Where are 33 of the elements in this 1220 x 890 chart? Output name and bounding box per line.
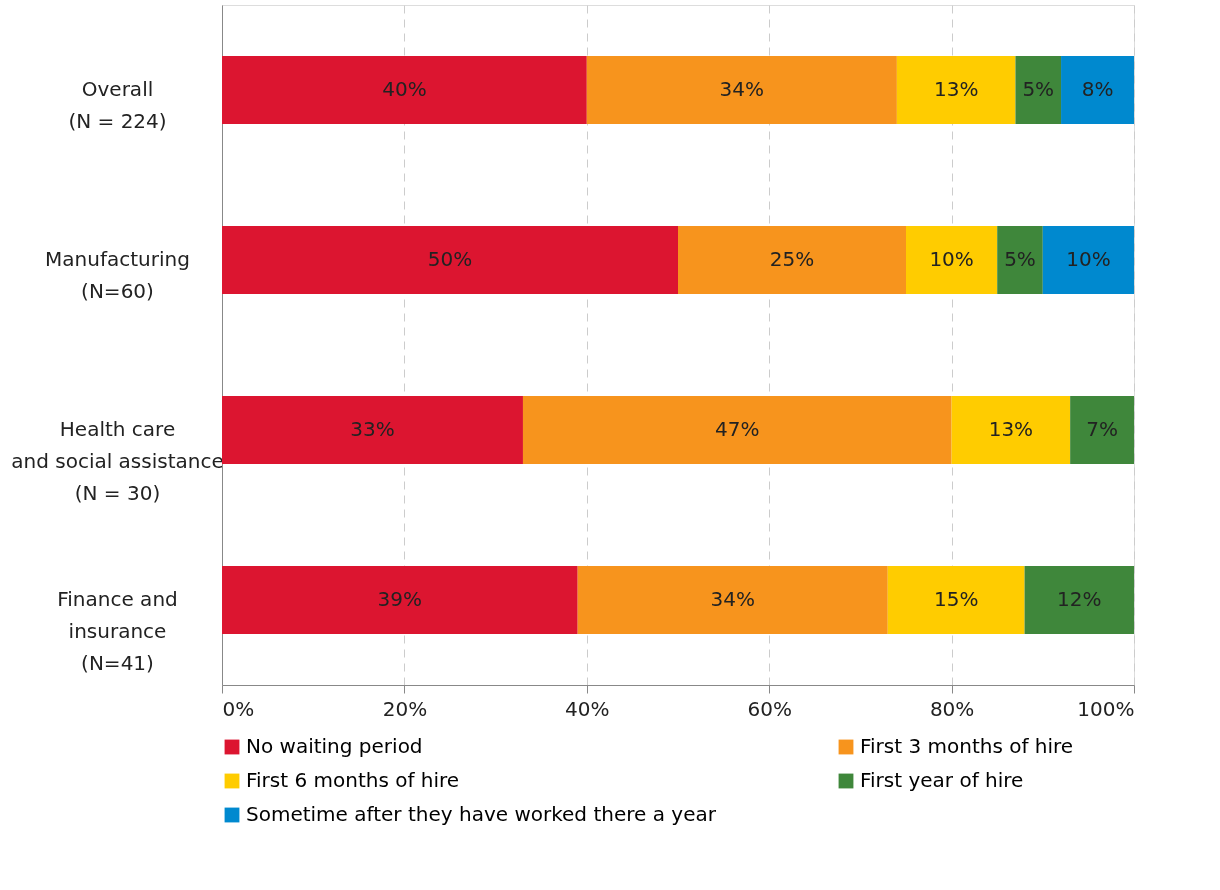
legend-label: No waiting period [246,734,423,758]
data-label: 15% [933,587,979,611]
data-label: 47% [715,417,760,441]
data-label: 5% [1022,77,1055,101]
legend-label: First 6 months of hire [246,768,460,792]
x-tick-label: 20% [382,696,428,721]
data-label: 39% [377,587,423,611]
y-tick-label: Finance and insurance (N=41) [57,587,178,675]
data-label: 40% [382,77,427,101]
x-tick-label: 100% [1077,696,1135,721]
data-label: 33% [350,417,395,441]
x-tick-label: 80% [929,696,975,721]
data-label: 13% [988,417,1034,441]
data-label: 34% [719,77,765,101]
legend-label: First year of hire [860,768,1024,792]
data-label: 5% [1004,247,1036,271]
data-label: 10% [1066,247,1111,271]
legend-label: Sometime after they have worked there a year [246,802,717,826]
data-label: 50% [427,247,473,271]
y-tick-label: Health care and social assistance (N = 30) [11,417,224,505]
data-label: 25% [769,247,815,271]
data-label: 13% [933,77,979,101]
x-tick-label: 0% [222,696,255,721]
x-tick-label: 40% [565,696,610,721]
legend-label: First 3 months of hire [860,734,1074,758]
data-label: 8% [1081,77,1114,101]
data-label: 12% [1057,587,1102,611]
x-tick-label: 60% [747,696,792,721]
y-tick-label: Manufacturing (N=60) [45,247,190,303]
data-label: 10% [929,247,974,271]
data-label: 7% [1086,417,1118,441]
y-tick-label: Overall (N = 224) [68,77,167,133]
data-label: 34% [710,587,755,611]
